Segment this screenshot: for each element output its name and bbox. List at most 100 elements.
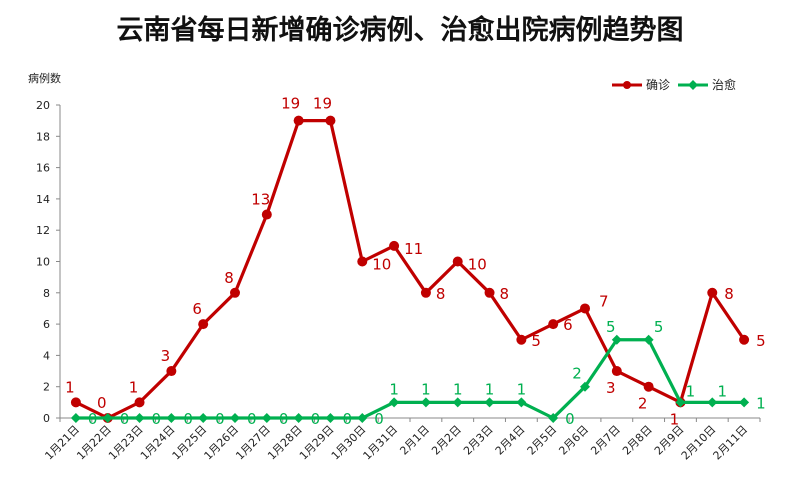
data-label-cured: 0 xyxy=(247,410,257,428)
data-label-confirmed: 1 xyxy=(65,378,75,396)
data-point-confirmed xyxy=(134,397,145,408)
y-tick-label: 8 xyxy=(43,287,50,300)
data-label-cured: 0 xyxy=(183,410,193,428)
x-tick-label: 1月29日 xyxy=(297,423,337,463)
x-tick-label: 1月21日 xyxy=(42,423,82,463)
data-label-confirmed: 8 xyxy=(224,269,234,287)
data-label-cured: 0 xyxy=(374,410,384,428)
data-label-cured: 0 xyxy=(565,410,575,428)
x-tick-label: 1月30日 xyxy=(329,423,369,463)
data-point-cured xyxy=(611,334,622,345)
data-label-confirmed: 3 xyxy=(606,379,616,397)
data-point-confirmed xyxy=(357,256,368,267)
series-line-cured xyxy=(75,338,745,420)
data-point-confirmed xyxy=(325,115,336,126)
y-axis-label: 病例数 xyxy=(28,72,61,85)
data-label-confirmed: 0 xyxy=(97,394,107,412)
y-tick-label: 6 xyxy=(43,318,50,331)
data-point-cured xyxy=(70,413,81,423)
data-point-cured xyxy=(134,413,145,423)
y-tick-label: 0 xyxy=(43,412,50,425)
x-tick-label: 1月25日 xyxy=(170,423,210,463)
data-point-confirmed xyxy=(261,209,272,220)
data-label-confirmed: 19 xyxy=(281,95,300,113)
x-tick-label: 2月7日 xyxy=(588,423,623,458)
data-label-cured: 0 xyxy=(152,410,162,428)
x-tick-label: 2月6日 xyxy=(556,423,591,458)
data-point-confirmed xyxy=(548,319,559,330)
data-label-confirmed: 8 xyxy=(724,285,734,303)
data-point-cured xyxy=(516,397,527,408)
data-label-confirmed: 11 xyxy=(404,240,423,258)
data-point-cured xyxy=(198,413,209,423)
data-label-cured: 2 xyxy=(572,365,582,383)
data-point-cured xyxy=(484,397,495,408)
data-label-cured: 1 xyxy=(389,380,399,398)
y-tick-label: 14 xyxy=(36,193,50,206)
data-point-cured xyxy=(293,413,304,423)
data-label-confirmed: 3 xyxy=(161,347,171,365)
data-point-cured xyxy=(325,413,336,423)
x-tick-label: 1月22日 xyxy=(74,423,114,463)
data-label-confirmed: 8 xyxy=(500,285,510,303)
x-tick-label: 2月1日 xyxy=(397,423,432,458)
data-point-cured xyxy=(739,397,750,408)
data-label-confirmed: 10 xyxy=(372,256,391,274)
data-point-confirmed xyxy=(293,115,304,126)
data-label-cured: 0 xyxy=(342,410,352,428)
data-point-cured xyxy=(389,397,400,408)
data-point-confirmed xyxy=(166,366,177,377)
data-label-confirmed: 19 xyxy=(313,95,332,113)
x-tick-label: 2月5日 xyxy=(525,423,560,458)
data-point-confirmed xyxy=(420,287,431,298)
y-tick-label: 20 xyxy=(36,99,50,112)
data-point-cured xyxy=(675,397,686,408)
data-label-cured: 0 xyxy=(311,410,321,428)
data-label-cured: 1 xyxy=(717,382,727,400)
x-tick-label: 1月26日 xyxy=(202,423,242,463)
x-tick-label: 2月4日 xyxy=(493,423,528,458)
data-point-confirmed xyxy=(516,334,527,345)
data-label-cured: 1 xyxy=(421,380,431,398)
data-label-confirmed: 1 xyxy=(670,410,680,428)
data-label-cured: 5 xyxy=(654,318,664,336)
legend-item-confirmed: 确诊 xyxy=(612,76,670,93)
data-point-confirmed xyxy=(580,303,590,314)
data-point-cured xyxy=(643,334,654,345)
legend-label-confirmed: 确诊 xyxy=(646,78,671,92)
x-tick-label: 2月11日 xyxy=(711,423,751,463)
data-point-confirmed xyxy=(230,287,240,298)
data-point-cured xyxy=(230,413,240,423)
data-label-confirmed: 8 xyxy=(436,285,446,303)
data-point-confirmed xyxy=(611,366,622,377)
data-point-cured xyxy=(166,413,177,423)
data-label-cured: 1 xyxy=(517,380,527,398)
y-tick-label: 2 xyxy=(43,381,50,394)
data-label-cured: 0 xyxy=(279,410,289,428)
data-label-confirmed: 7 xyxy=(599,292,609,310)
data-point-cured xyxy=(357,413,368,423)
x-tick-label: 1月31日 xyxy=(361,423,401,463)
data-label-cured: 5 xyxy=(606,318,616,336)
legend-item-cured: 治愈 xyxy=(678,76,736,93)
legend: 确诊 治愈 xyxy=(612,76,736,93)
data-point-confirmed xyxy=(739,334,750,345)
legend-swatch-confirmed xyxy=(612,80,642,89)
data-label-cured: 0 xyxy=(88,410,98,428)
data-point-confirmed xyxy=(643,381,654,392)
data-label-cured: 1 xyxy=(453,380,463,398)
data-label-confirmed: 6 xyxy=(563,316,573,334)
data-label-cured: 1 xyxy=(485,380,495,398)
x-tick-label: 2月10日 xyxy=(679,423,719,463)
data-point-confirmed xyxy=(389,240,400,251)
legend-swatch-cured xyxy=(678,79,709,90)
x-tick-label: 1月23日 xyxy=(106,423,146,463)
y-tick-label: 4 xyxy=(43,349,50,362)
series-line-confirmed xyxy=(75,119,746,420)
x-tick-label: 1月28日 xyxy=(265,423,305,463)
data-point-cured xyxy=(548,413,559,423)
data-point-cured xyxy=(452,397,463,408)
data-label-confirmed: 2 xyxy=(638,395,648,413)
